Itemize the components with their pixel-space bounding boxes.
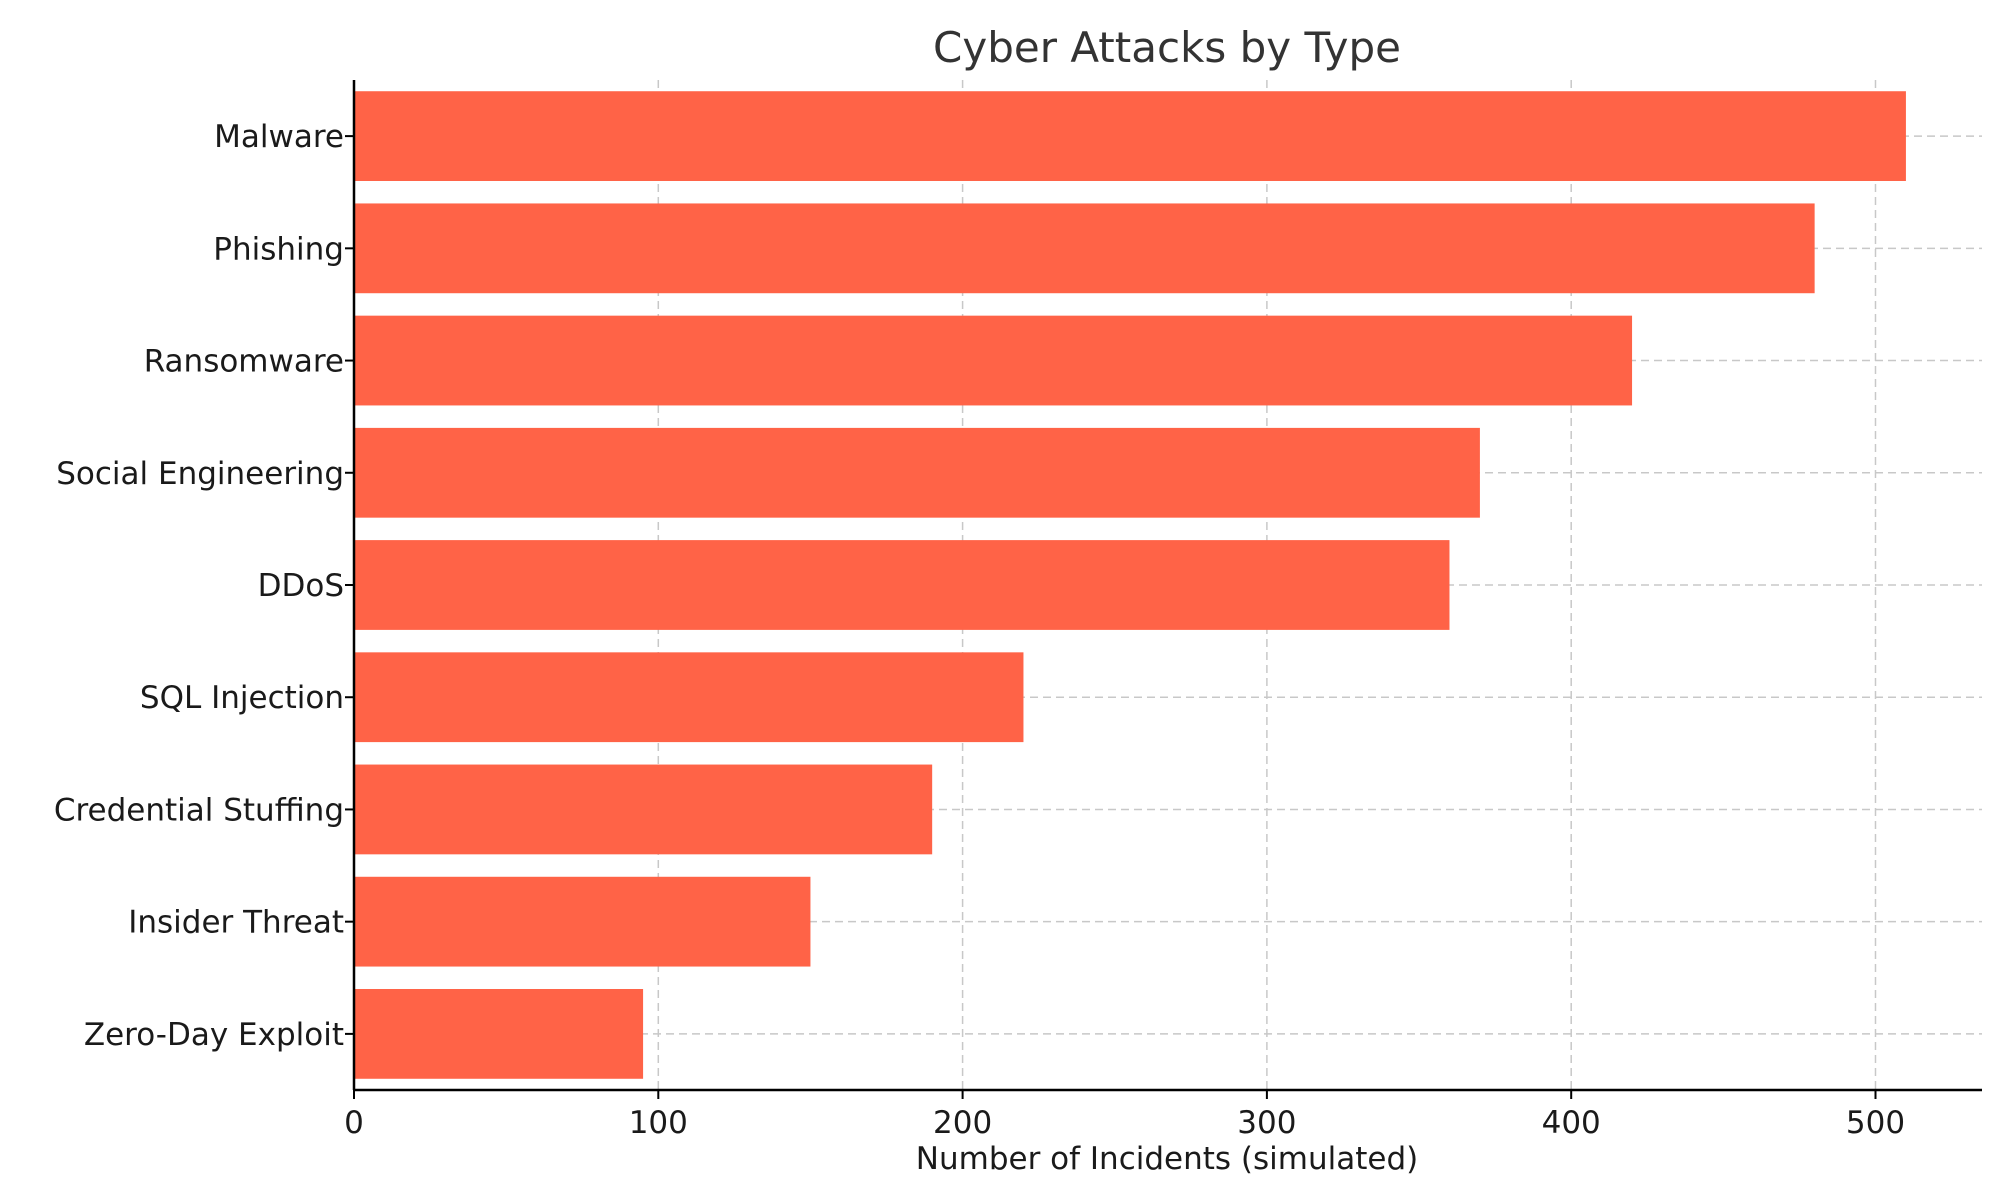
y-tick-label: Zero-Day Exploit [84,1017,344,1053]
bar-phishing [354,203,1815,294]
bar-insider-threat [354,876,811,967]
x-tick-label: 400 [1542,1105,1601,1141]
y-tick-label: DDoS [258,568,344,604]
y-tick-label: Credential Stuffing [54,792,344,828]
y-tick-label: Phishing [213,231,344,267]
y-tick-label: SQL Injection [140,680,344,716]
bar-social-engineering [354,427,1480,518]
bars-layer [354,91,1906,1079]
bar-credential-stuffing [354,764,933,855]
y-tick-label: Insider Threat [128,905,344,941]
axes-layer [345,80,1982,1099]
x-tick-label: 500 [1846,1105,1905,1141]
bar-ddos [354,540,1450,630]
x-tick-label: 0 [344,1105,364,1141]
bar-zero-day-exploit [354,989,644,1079]
y-tick-label: Malware [214,119,344,155]
x-tick-label: 100 [629,1105,688,1141]
labels-layer: 0 100 200 300 400 500 Malware Phishing Ransomwar… [54,119,1905,1141]
y-tick-label: Social Engineering [56,456,344,492]
chart-title: Cyber Attacks by Type [933,23,1401,72]
bar-ransomware [354,315,1633,406]
y-tick-label: Ransomware [144,344,344,380]
bar-malware [354,91,1906,181]
x-axis-label: Number of Incidents (simulated) [916,1141,1418,1177]
bar-sql-injection [354,652,1024,743]
x-tick-label: 300 [1237,1105,1296,1141]
x-tick-label: 200 [933,1105,992,1141]
